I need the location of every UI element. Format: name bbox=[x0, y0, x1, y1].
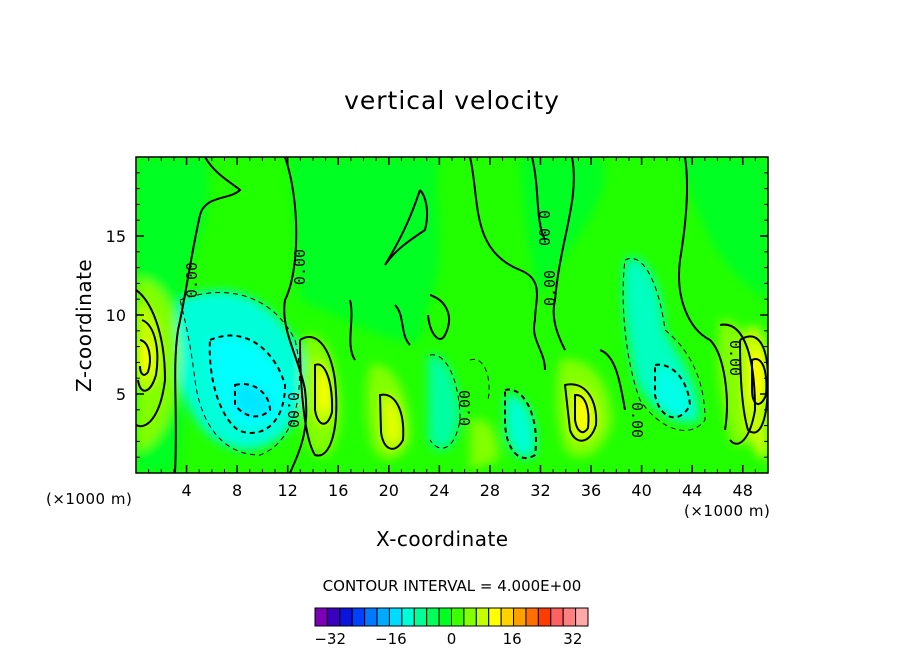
colorbar-swatch bbox=[475, 607, 490, 627]
colorbar-swatch bbox=[488, 607, 502, 627]
colorbar-tick-label: −16 bbox=[375, 630, 407, 648]
colorbar-swatch bbox=[351, 607, 366, 627]
x-tick-label: 44 bbox=[682, 481, 702, 500]
colorbar-tick-label: 16 bbox=[503, 630, 522, 648]
colorbar-swatch bbox=[513, 607, 527, 627]
colorbar-swatch bbox=[314, 607, 328, 627]
x-unit-label-right: (×1000 m) bbox=[684, 502, 771, 520]
x-tick-label: 24 bbox=[429, 481, 449, 500]
colorbar-swatch bbox=[413, 607, 428, 627]
plot-area: 0.00 0.00 0.00 0.00 0.00 0.00 0.00 0.00 bbox=[136, 157, 768, 473]
x-axis-label: X-coordinate bbox=[376, 527, 509, 551]
y-axis-label: Z-coordinate bbox=[72, 258, 96, 392]
x-tick-label: 28 bbox=[480, 481, 500, 500]
colorbar-swatch bbox=[525, 607, 539, 627]
y-axis: 5 10 15 bbox=[106, 172, 768, 458]
colorbar-swatch bbox=[388, 607, 403, 627]
y-tick-label: 15 bbox=[106, 227, 126, 246]
colorbar-swatch bbox=[451, 607, 465, 627]
colorbar-tick-label: 0 bbox=[447, 630, 457, 648]
x-tick-label: 32 bbox=[530, 481, 550, 500]
y-tick-label: 10 bbox=[106, 306, 126, 325]
negative-contours bbox=[179, 257, 706, 460]
contour-interval: CONTOUR INTERVAL = 4.000E+00 bbox=[322, 577, 582, 595]
x-tick-label: 20 bbox=[379, 481, 399, 500]
colorbar: −32 −16 0 16 32 bbox=[314, 607, 589, 648]
colorbar-swatch bbox=[401, 607, 415, 627]
contour-label: 0.00 bbox=[541, 270, 559, 306]
x-tick-label: 36 bbox=[581, 481, 601, 500]
colorbar-swatch bbox=[339, 607, 353, 627]
colorbar-swatch bbox=[438, 607, 453, 627]
contour-lines bbox=[136, 157, 768, 473]
x-axis: 4 8 12 16 20 24 28 32 36 40 44 48 bbox=[148, 157, 756, 500]
x-tick-label: 8 bbox=[232, 481, 242, 500]
x-tick-label: 16 bbox=[328, 481, 348, 500]
colorbar-swatch bbox=[562, 607, 577, 627]
colorbar-tick-label: 32 bbox=[563, 630, 582, 648]
colorbar-swatch bbox=[463, 607, 477, 627]
colorbar-swatch bbox=[426, 607, 440, 627]
contour-label: 0.00 bbox=[726, 340, 744, 376]
contour-labels: 0.00 0.00 0.00 0.00 0.00 0.00 0.00 0.00 bbox=[183, 210, 744, 438]
contour-label: 0.00 bbox=[535, 210, 553, 246]
colorbar-swatch bbox=[326, 607, 341, 627]
x-unit-label: (×1000 m) bbox=[46, 490, 133, 508]
colorbar-swatch bbox=[537, 607, 552, 627]
contour-label: 0.00 bbox=[456, 390, 474, 426]
colorbar-swatch bbox=[575, 607, 589, 627]
contour-label: 0.00 bbox=[291, 249, 309, 285]
x-tick-label: 40 bbox=[631, 481, 651, 500]
y-tick-label: 5 bbox=[116, 385, 126, 404]
chart-title: vertical velocity bbox=[344, 86, 560, 115]
colorbar-swatch bbox=[376, 607, 390, 627]
colorbar-tick-label: −32 bbox=[314, 630, 346, 648]
x-tick-label: 4 bbox=[181, 481, 191, 500]
colorbar-swatch bbox=[364, 607, 378, 627]
contour-label: 0.00 bbox=[628, 402, 646, 438]
contour-label: 0.00 bbox=[284, 392, 302, 428]
colorbar-swatch bbox=[550, 607, 564, 627]
contour-label: 0.00 bbox=[183, 262, 201, 298]
colorbar-swatch bbox=[500, 607, 515, 627]
x-tick-label: 12 bbox=[278, 481, 298, 500]
x-tick-label: 48 bbox=[733, 481, 753, 500]
